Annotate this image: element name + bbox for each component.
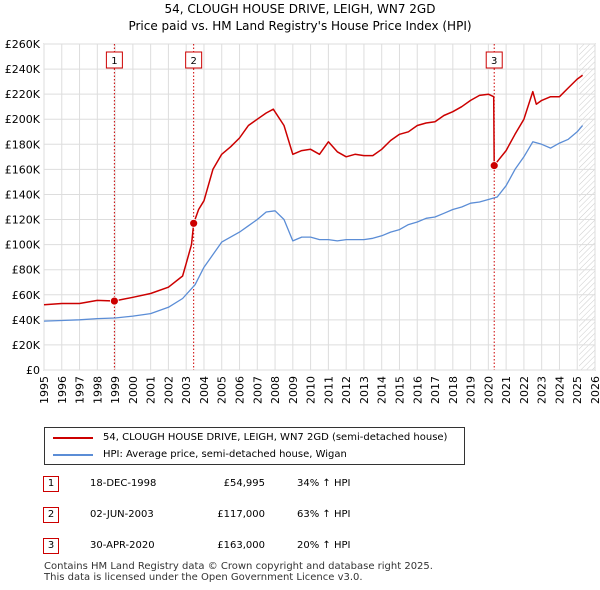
x-tick-label: 2015: [393, 376, 406, 404]
x-tick-label: 1998: [91, 376, 104, 404]
chart-title-line2: Price paid vs. HM Land Registry's House …: [128, 19, 472, 33]
y-tick-label: £40K: [12, 314, 41, 327]
y-tick-label: £140K: [5, 188, 41, 201]
x-tick-label: 2001: [145, 376, 158, 404]
sale-hpi-diff: 34% ↑ HPI: [297, 478, 351, 489]
sale-badge: 2: [185, 51, 203, 69]
x-tick-label: 1997: [74, 376, 87, 404]
x-tick-label: 2025: [571, 376, 584, 404]
y-tick-label: £80K: [12, 264, 41, 277]
y-tick-label: £60K: [12, 289, 41, 302]
sales-table-row: 3 30-APR-2020 £163,000 20% ↑ HPI: [43, 537, 563, 557]
x-tick-label: 2004: [198, 376, 211, 404]
x-tick-label: 2008: [269, 376, 282, 404]
y-tick-label: £20K: [12, 339, 41, 352]
x-tick-label: 2023: [536, 376, 549, 404]
sale-date: 18-DEC-1998: [90, 478, 157, 489]
x-tick-label: 1996: [56, 376, 69, 404]
x-tick-label: 1995: [38, 376, 51, 404]
y-tick-label: £120K: [5, 214, 41, 227]
x-tick-label: 2003: [180, 376, 193, 404]
x-tick-label: 2017: [429, 376, 442, 404]
y-tick-label: £220K: [5, 88, 41, 101]
sale-badge: 3: [485, 51, 503, 69]
footer: Contains HM Land Registry data © Crown c…: [44, 561, 433, 583]
property-price-line: [43, 74, 584, 306]
x-tick-label: 2018: [447, 376, 460, 404]
x-tick-label: 2011: [322, 376, 335, 404]
sale-price: £54,995: [223, 478, 265, 489]
sale-price: £117,000: [217, 509, 265, 520]
legend: 54, CLOUGH HOUSE DRIVE, LEIGH, WN7 2GD (…: [44, 427, 465, 465]
sale-point: [189, 218, 199, 228]
x-tick-label: 2010: [305, 376, 318, 404]
footer-licence: This data is licensed under the Open Gov…: [44, 572, 363, 583]
sale-date: 02-JUN-2003: [90, 509, 154, 520]
legend-swatch-property: [53, 437, 93, 439]
sales-table-row: 2 02-JUN-2003 £117,000 63% ↑ HPI: [43, 506, 563, 526]
x-tick-label: 2006: [234, 376, 247, 404]
sale-number-badge: 2: [43, 507, 59, 523]
x-tick-label: 1999: [109, 376, 122, 404]
y-tick-label: £180K: [5, 138, 41, 151]
x-tick-label: 2021: [500, 376, 513, 404]
y-tick-label: £200K: [5, 113, 41, 126]
sale-point: [109, 296, 119, 306]
sales-table-row: 1 18-DEC-1998 £54,995 34% ↑ HPI: [43, 475, 563, 495]
sale-hpi-diff: 20% ↑ HPI: [297, 540, 351, 551]
x-tick-label: 2020: [482, 376, 495, 404]
y-tick-label: £100K: [5, 239, 41, 252]
sale-hpi-diff: 63% ↑ HPI: [297, 509, 351, 520]
price-chart: £0 £20K £40K £60K £80K £100K £120K £140K £160K £1…: [5, 38, 600, 404]
y-tick-label: £260K: [5, 38, 41, 51]
sale-price: £163,000: [217, 540, 265, 551]
forecast-hatch: [579, 44, 595, 370]
footer-copyright: Contains HM Land Registry data © Crown c…: [44, 561, 433, 572]
x-tick-label: 2016: [411, 376, 424, 404]
hpi-line: [43, 125, 584, 322]
sale-badge-box: [485, 51, 503, 69]
x-tick-label: 2012: [340, 376, 353, 404]
sale-badge-label: 2: [190, 56, 196, 67]
legend-swatch-hpi: [53, 454, 93, 456]
sale-badge: 1: [105, 51, 123, 69]
sale-badge-label: 1: [111, 56, 117, 67]
sale-number-badge: 1: [43, 476, 59, 492]
sale-badge-box: [105, 51, 123, 69]
sale-number-badge: 3: [43, 538, 59, 554]
plot-area: [43, 43, 596, 371]
legend-label-hpi: HPI: Average price, semi-detached house,…: [103, 449, 347, 460]
y-tick-label: £160K: [5, 163, 41, 176]
chart-title: 54, CLOUGH HOUSE DRIVE, LEIGH, WN7 2GD P…: [0, 1, 600, 35]
y-tick-label: £240K: [5, 63, 41, 76]
x-tick-label: 2002: [162, 376, 175, 404]
sale-point: [489, 161, 499, 171]
chart-title-line1: 54, CLOUGH HOUSE DRIVE, LEIGH, WN7 2GD: [164, 2, 436, 16]
x-tick-label: 2024: [553, 376, 566, 404]
sale-date: 30-APR-2020: [90, 540, 155, 551]
x-tick-label: 2013: [358, 376, 371, 404]
legend-label-property: 54, CLOUGH HOUSE DRIVE, LEIGH, WN7 2GD (…: [103, 432, 448, 443]
sale-badge-box: [185, 51, 203, 69]
x-tick-label: 2009: [287, 376, 300, 404]
x-tick-label: 2022: [518, 376, 531, 404]
x-tick-label: 2019: [465, 376, 478, 404]
x-tick-label: 2026: [589, 376, 600, 404]
x-tick-label: 2014: [376, 376, 389, 404]
x-tick-label: 2007: [251, 376, 264, 404]
x-tick-label: 2000: [127, 376, 140, 404]
sale-badge-label: 3: [491, 56, 497, 67]
y-tick-label: £0: [26, 364, 40, 377]
x-tick-label: 2005: [216, 376, 229, 404]
